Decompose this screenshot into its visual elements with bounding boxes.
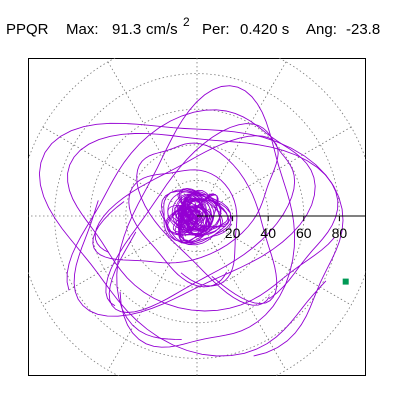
orbit-core-loop bbox=[175, 205, 213, 235]
orbit-core-loop bbox=[189, 212, 195, 218]
max-point-marker bbox=[342, 278, 349, 285]
grid-spoke bbox=[42, 126, 352, 306]
orbit-core-loop bbox=[176, 197, 204, 224]
orbit-trace-loop bbox=[92, 135, 279, 264]
grid-spoke bbox=[107, 61, 287, 371]
marker-group bbox=[342, 278, 349, 285]
orbit-core-loop bbox=[186, 206, 197, 230]
radial-axis: 20 40 60 80 bbox=[197, 215, 366, 241]
angle-value: -23.8 bbox=[346, 21, 380, 38]
header-bar: PPQR Max: 91.3 cm/s 2 Per: 0.420 s Ang: … bbox=[6, 15, 380, 38]
radial-tick-label: 80 bbox=[332, 225, 348, 241]
orbit-trace-loop bbox=[38, 122, 344, 357]
angle-label: Ang: bbox=[306, 21, 337, 38]
radial-tick-label: 60 bbox=[296, 225, 312, 241]
polar-plot: 20 40 60 80 bbox=[28, 58, 366, 376]
orbit-trace-loop bbox=[128, 169, 238, 288]
grid-spoke bbox=[42, 126, 352, 306]
radial-tick-label: 40 bbox=[260, 225, 276, 241]
orbit-trace-loop bbox=[116, 85, 296, 348]
max-unit: cm/s bbox=[146, 21, 178, 38]
max-label: Max: bbox=[66, 21, 99, 38]
period-value: 0.420 s bbox=[240, 21, 289, 38]
orbit-core-loop bbox=[185, 209, 191, 213]
orbit-trace-loop bbox=[136, 142, 278, 306]
radial-tick-label: 20 bbox=[225, 225, 241, 241]
orbit-trace-loop bbox=[67, 133, 339, 312]
orbit-trace-group bbox=[38, 85, 344, 357]
station-code: PPQR bbox=[6, 21, 49, 38]
orbit-core-loop bbox=[167, 191, 207, 231]
orbit-core-loop bbox=[178, 198, 212, 232]
orbit-trace-loop bbox=[159, 189, 232, 246]
max-unit-exponent: 2 bbox=[183, 15, 190, 29]
period-label: Per: bbox=[202, 21, 230, 38]
orbit-core-loop bbox=[180, 211, 191, 221]
grid-spoke bbox=[107, 61, 287, 371]
orbit-trace-loop bbox=[66, 109, 316, 317]
orbit-trace-loop bbox=[165, 198, 223, 236]
orbit-core-loop bbox=[179, 207, 199, 224]
max-value: 91.3 bbox=[112, 21, 141, 38]
